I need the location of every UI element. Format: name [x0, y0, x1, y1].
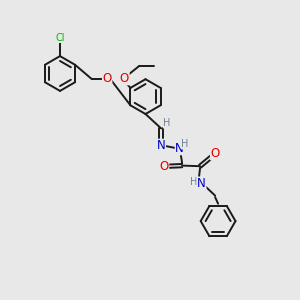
Text: O: O [160, 160, 169, 173]
Text: Cl: Cl [55, 32, 65, 43]
Text: H: H [190, 177, 197, 187]
Text: N: N [157, 139, 166, 152]
Text: N: N [175, 142, 184, 155]
Text: O: O [103, 72, 112, 86]
Text: H: H [182, 139, 189, 149]
Text: O: O [120, 72, 129, 85]
Text: H: H [164, 118, 171, 128]
Text: O: O [211, 147, 220, 160]
Text: N: N [197, 177, 206, 190]
